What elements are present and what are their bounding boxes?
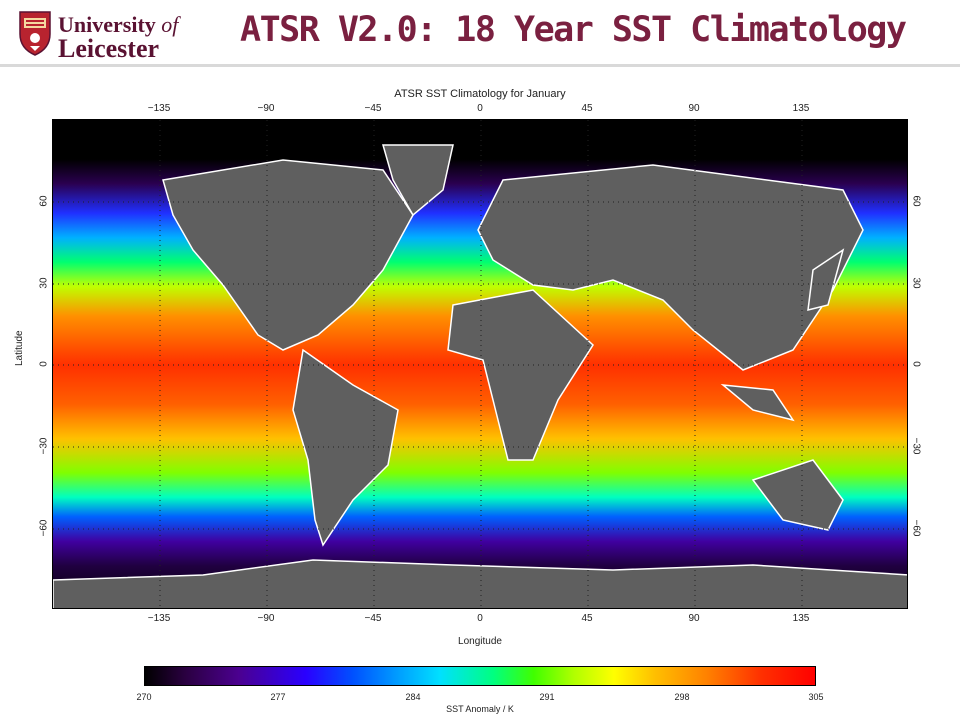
lon-tick-bottom: 90 [688, 613, 700, 624]
logo-university-text: University of [58, 12, 179, 37]
university-crest-icon [19, 11, 51, 56]
lon-tick-bottom: 135 [792, 613, 810, 624]
colorbar-tick: 270 [136, 692, 152, 702]
lat-tick-left: −60 [38, 519, 50, 537]
lat-tick-left: −30 [38, 437, 50, 455]
lon-tick-bottom: 0 [477, 613, 483, 624]
lon-tick-bottom: 45 [581, 613, 593, 624]
lon-tick-top: 45 [581, 103, 593, 114]
lon-tick-top: −90 [257, 103, 275, 114]
colorbar-tick: 291 [539, 692, 555, 702]
slide-title: ATSR V2.0: 18 Year SST Climatology [240, 10, 907, 50]
lon-tick-top: −135 [147, 103, 171, 114]
lat-tick-right: 30 [910, 277, 922, 289]
lat-tick-right: 60 [910, 195, 922, 207]
longitude-axis-label: Longitude [458, 636, 502, 647]
colorbar-tick: 298 [674, 692, 690, 702]
lat-tick-left: 60 [38, 195, 50, 207]
colorbar-tick: 284 [405, 692, 421, 702]
sst-map[interactable] [52, 119, 908, 609]
latitude-axis-label: Latitude [14, 330, 25, 366]
colorbar-title: SST Anomaly / K [446, 704, 514, 714]
lon-tick-bottom: −135 [147, 613, 171, 624]
lon-tick-top: 90 [688, 103, 700, 114]
lon-tick-bottom: −45 [364, 613, 382, 624]
colorbar-tick: 277 [270, 692, 286, 702]
logo-leicester-text: Leicester [58, 34, 160, 63]
lat-tick-right: −60 [910, 519, 922, 537]
colorbar-tick: 305 [808, 692, 824, 702]
lon-tick-top: 135 [792, 103, 810, 114]
lat-tick-right: 0 [910, 361, 922, 367]
sst-map-figure: ATSR SST Climatology for January −135 −9… [0, 66, 960, 720]
plot-title: ATSR SST Climatology for January [394, 88, 566, 100]
lon-tick-top: −45 [364, 103, 382, 114]
sst-map-graphic [53, 120, 907, 608]
lat-tick-left: 30 [38, 277, 50, 289]
lon-tick-bottom: −90 [257, 613, 275, 624]
lat-tick-right: −30 [910, 437, 922, 455]
lat-tick-left: 0 [38, 361, 50, 367]
header-divider [0, 64, 960, 67]
lon-tick-top: 0 [477, 103, 483, 114]
sst-colorbar [144, 666, 816, 686]
header-bar: University of Leicester ATSR V2.0: 18 Ye… [0, 0, 960, 67]
university-logo[interactable]: University of Leicester [12, 6, 222, 63]
